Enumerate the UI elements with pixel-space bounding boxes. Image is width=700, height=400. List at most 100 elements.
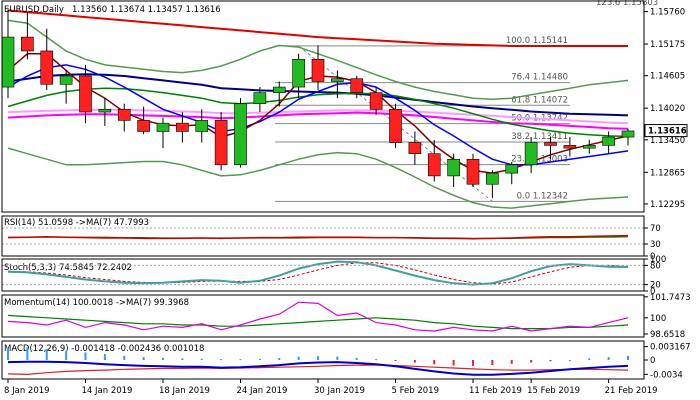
- macd-histogram-bar: [491, 360, 494, 366]
- momentum-pane: Momentum(14) 100.0018 ->MA(7) 99.3968 10…: [4, 293, 691, 340]
- macd-histogram-bar: [103, 354, 106, 360]
- macd-histogram-bar: [627, 355, 629, 360]
- candle-body: [311, 59, 325, 82]
- macd-histogram-bar: [607, 357, 610, 360]
- macd-histogram-bar: [375, 359, 378, 361]
- macd-histogram-bar: [588, 358, 591, 360]
- macd-histogram-bar: [413, 360, 416, 363]
- candle-body: [117, 108, 131, 121]
- candle-body: [582, 145, 596, 149]
- macd-histogram-bar: [7, 348, 9, 360]
- fib-label: 38.2 1.13411: [511, 132, 568, 142]
- last-price-label: 1.13616: [648, 127, 687, 137]
- time-tick-label: 30 Jan 2019: [314, 386, 365, 396]
- candle-body: [272, 86, 286, 93]
- candle-body: [176, 122, 189, 132]
- stoch-tick-label: 20: [650, 281, 661, 291]
- last-price-box: [644, 124, 688, 138]
- candle-body: [40, 50, 54, 85]
- candle-body: [195, 120, 209, 132]
- stoch-tick-label: 100: [650, 255, 666, 265]
- candle-body: [524, 142, 538, 166]
- candle-body: [253, 92, 267, 105]
- pane-border-macd: [1, 340, 645, 380]
- macd-histogram-bar: [258, 358, 261, 360]
- ma-line-2: [7, 111, 629, 130]
- fib-label: 0.0 1.12342: [517, 191, 568, 201]
- time-tick-label: 14 Jan 2019: [82, 386, 133, 396]
- macd-histogram-bar: [45, 349, 48, 360]
- macd-histogram-bar: [317, 356, 319, 360]
- price-tick-label: 1.15175: [650, 40, 685, 50]
- candle-body: [602, 136, 615, 146]
- fib-trend-line: [298, 45, 493, 202]
- candle-body: [621, 130, 635, 138]
- candle-body: [137, 120, 150, 132]
- time-tick-label: 11 Feb 2019: [469, 386, 522, 396]
- macd-histogram-bar: [239, 359, 242, 361]
- mom-tick-label: 101.7473: [650, 293, 691, 303]
- candle-body: [563, 145, 577, 149]
- time-tick-label: 18 Jan 2019: [159, 386, 210, 396]
- momentum-label: Momentum(14) 100.0018 ->MA(7) 99.3968: [4, 298, 189, 308]
- momentum-ma-line: [7, 314, 629, 330]
- macd-histogram-bar: [336, 356, 339, 360]
- rsi-tick-label: 30: [650, 240, 661, 250]
- macd-histogram-bar: [142, 357, 145, 360]
- stoch-label: Stoch(5,3,3) 74.5845 72.2402: [4, 263, 132, 273]
- price-tick-label: 1.14605: [650, 72, 685, 82]
- macd-signal-line: [7, 364, 629, 376]
- macd-histogram-bar: [123, 355, 126, 360]
- pane-border-main: [1, 0, 645, 213]
- macd-tick-label: -0.0034: [650, 370, 683, 380]
- macd-histogram-bar: [433, 360, 436, 365]
- macd-line: [7, 360, 629, 376]
- candle-body: [408, 142, 422, 154]
- rsi-line: [7, 234, 629, 240]
- stoch-d-line: [7, 262, 629, 285]
- stoch-tick-label: 0: [650, 287, 655, 297]
- macd-histogram-bar: [472, 360, 474, 366]
- time-tick-label: 8 Jan 2019: [4, 386, 50, 396]
- pane-border-rsi: [1, 215, 645, 257]
- candle-body: [98, 108, 112, 113]
- stoch-k-line: [7, 260, 629, 286]
- pane-border-stoch: [1, 258, 645, 292]
- chart-frame: [1, 0, 645, 380]
- candle-body: [79, 75, 92, 113]
- macd-histogram-bar: [162, 357, 164, 360]
- rsi-tick-label: 0: [650, 252, 655, 262]
- macd-histogram-bar: [26, 347, 29, 360]
- macd-histogram-bar: [297, 356, 300, 360]
- macd-histogram-bar: [452, 360, 455, 366]
- ma-line-4: [7, 87, 629, 138]
- price-tick-label: 1.15760: [650, 8, 685, 18]
- rsi-label: RSI(14) 51.0598 ->MA(7) 47.7993: [4, 218, 149, 228]
- candle-body: [156, 122, 170, 132]
- mom-tick-label: 98.6518: [650, 330, 685, 340]
- candle-body: [331, 78, 344, 82]
- candle-body: [389, 108, 402, 143]
- candle-body: [505, 164, 519, 174]
- candle-body: [59, 75, 73, 85]
- macd-histogram-bar: [278, 357, 281, 360]
- fib-label: 76.4 1.14480: [511, 73, 568, 83]
- candle-body: [544, 142, 557, 146]
- time-tick-label: 15 Feb 2019: [527, 386, 580, 396]
- macd-tick-label: 0: [650, 356, 655, 366]
- candle-body: [447, 158, 460, 177]
- mom-tick-label: 100: [650, 314, 666, 324]
- time-tick-label: 21 Feb 2019: [605, 386, 658, 396]
- candle-body: [369, 92, 383, 110]
- candlesticks: [1, 9, 635, 199]
- price-axis: 1.15760 1.15175 1.14605 1.14020 1.13450 1.128…: [644, 8, 688, 210]
- ma-line-3: [7, 108, 629, 125]
- candle-body: [234, 103, 247, 166]
- macd-pane: MACD(12,26,9) -0.001418 -0.002436 0.0010…: [4, 343, 691, 381]
- fib-label: 100.0 1.15141: [506, 36, 568, 46]
- price-tick-label: 1.12865: [650, 168, 685, 178]
- macd-label: MACD(12,26,9) -0.001418 -0.002436 0.0010…: [4, 344, 204, 354]
